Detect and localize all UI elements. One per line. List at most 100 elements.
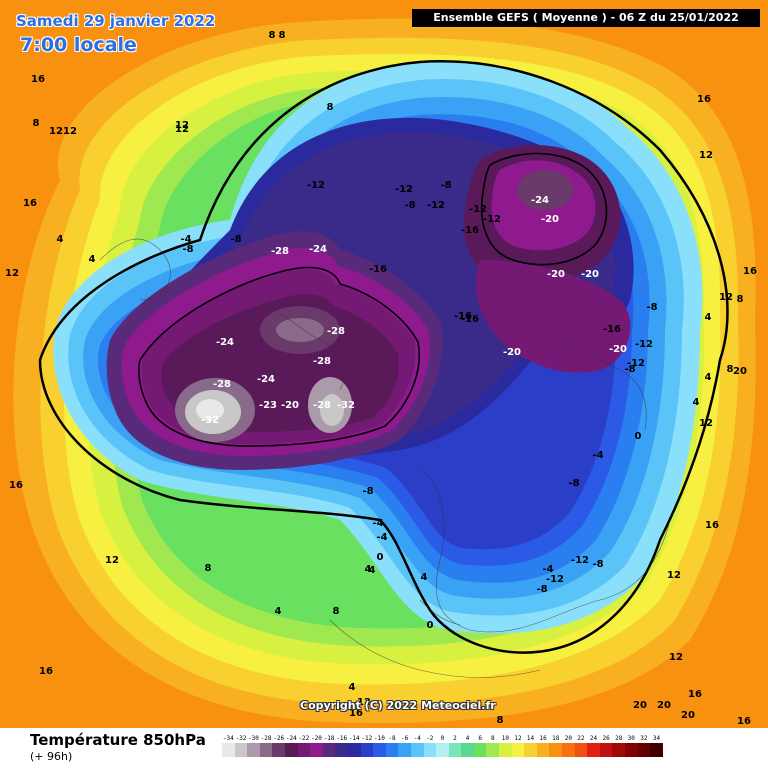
contour-label: 12 [175, 124, 189, 135]
legend-swatch [310, 743, 323, 757]
contour-label: 16 [31, 74, 45, 85]
map-time: 7:00 locale [20, 34, 137, 56]
legend-swatch [473, 743, 487, 757]
contour-label: 12 [105, 555, 119, 566]
coastlines [99, 238, 671, 678]
legend-swatch [335, 743, 348, 757]
contour-label: -16 [461, 314, 479, 325]
contour-label: -32 [337, 400, 355, 411]
contour-label: 4 [705, 312, 712, 323]
contour-label: -12 [307, 180, 325, 191]
legend-label: 14 [526, 735, 535, 742]
contour-label: 12 [699, 418, 713, 429]
legend-swatch [486, 743, 500, 757]
legend-label: -34 [222, 735, 234, 742]
legend-swatch [297, 743, 311, 757]
contour-label: 20 [733, 366, 747, 377]
contour-label: 12 [699, 150, 713, 161]
contour-label: 12 [63, 126, 77, 137]
contour-label: -4 [542, 564, 553, 575]
legend-swatch [436, 743, 449, 757]
legend-label: 26 [602, 735, 610, 742]
contour-label: -12 [483, 214, 501, 225]
contour-label: 4 [349, 682, 356, 693]
contour-label: 4 [89, 254, 96, 265]
contour-label: 8 [497, 715, 504, 726]
contour-label: 20 [681, 710, 695, 721]
contour-label: 12 [667, 570, 681, 581]
legend-label: 10 [501, 735, 509, 742]
legend-label: -12 [361, 735, 373, 742]
contour-label: -16 [461, 225, 479, 236]
legend-swatch [612, 743, 625, 757]
legend-swatches [222, 743, 663, 757]
legend-swatch [587, 743, 600, 757]
contour-label: 16 [705, 520, 719, 531]
contour-label: -4 [180, 234, 191, 245]
contour-label: -20 [281, 400, 299, 411]
contour-label: 0 [427, 620, 434, 631]
contour-label: -24 [216, 337, 234, 348]
legend-swatch [410, 743, 424, 757]
contour-label: -8 [536, 584, 547, 595]
contour-label: 20 [633, 700, 647, 711]
contour-label: -20 [547, 269, 565, 280]
legend-label: -26 [273, 735, 285, 742]
legend-label: -20 [311, 735, 322, 742]
legend-labels: -34 -32 -30 -28 -26 -24 -22 -20 -18 -16 -14 -12 -10-… [222, 735, 663, 743]
contour-label: -8 [230, 234, 241, 245]
contour-label: -20 [541, 214, 559, 225]
legend-label: -22 [298, 735, 310, 742]
legend-label: 30 [627, 735, 635, 742]
contour-label: -20 [581, 269, 599, 280]
cold-contours [138, 152, 608, 447]
legend-swatch [322, 743, 336, 757]
contour-label: -8 [440, 180, 451, 191]
contour-label: -8 [568, 478, 579, 489]
contour-label: 16 [349, 708, 363, 719]
contour-label: 8 [333, 606, 340, 617]
contour-label: -12 [635, 339, 653, 350]
legend-swatch [385, 743, 399, 757]
legend-label: -2 [426, 735, 434, 742]
legend-label: 22 [577, 735, 585, 742]
contour-label: -28 [327, 326, 345, 337]
legend-swatch [373, 743, 386, 757]
contour-label: -12 [395, 184, 413, 195]
contour-label: -16 [454, 311, 472, 322]
legend-swatch [524, 743, 537, 757]
legend-swatch [599, 743, 613, 757]
contour-label: -20 [609, 344, 627, 355]
legend-label: -24 [285, 735, 297, 742]
legend-swatch [247, 743, 260, 757]
legend-label: 4 [465, 735, 470, 742]
legend-swatch [423, 743, 437, 757]
contour-label: -12 [427, 200, 445, 211]
legend-swatch [536, 743, 550, 757]
legend-swatch [461, 743, 474, 757]
legend-label: 32 [640, 735, 648, 742]
contour-label: -12 [627, 358, 645, 369]
contour-label: 4 [275, 606, 282, 617]
contour-label: 0 [635, 431, 642, 442]
legend-swatch [511, 743, 525, 757]
contour-label: 4 [705, 372, 712, 383]
contour-label: 8 [33, 118, 40, 129]
contour-label: -28 [313, 356, 331, 367]
contour-label: 12 [719, 292, 733, 303]
legend-label: 16 [539, 735, 547, 742]
contour-label: 16 [9, 480, 23, 491]
contour-label: 16 [737, 716, 751, 727]
contour-label: 8 [205, 563, 212, 574]
legend-swatch [222, 743, 235, 757]
legend-label: 18 [552, 735, 560, 742]
legend-label: 24 [589, 735, 598, 742]
legend-swatch [259, 743, 273, 757]
legend-label: 20 [564, 735, 572, 742]
legend-swatch [549, 743, 563, 757]
legend-label: -4 [413, 735, 421, 742]
run-info-banner: Ensemble GEFS ( Moyenne ) - 06 Z du 25/0… [412, 9, 760, 27]
legend-swatch [448, 743, 462, 757]
contour-label: 16 [39, 666, 53, 677]
contour-label: 8 [279, 30, 286, 41]
